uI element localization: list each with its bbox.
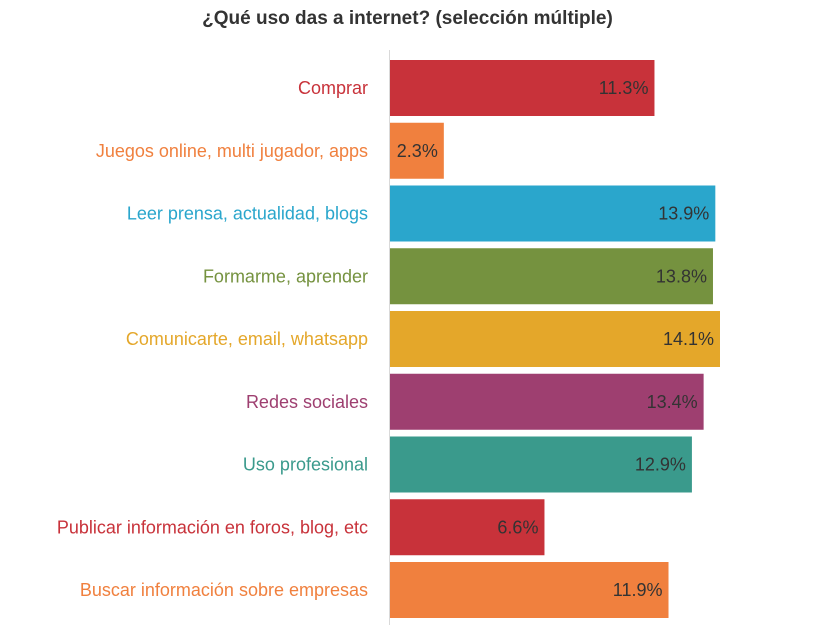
bar xyxy=(390,60,655,116)
category-label: Formarme, aprender xyxy=(203,266,368,286)
bar xyxy=(390,248,713,305)
category-label: Comunicarte, email, whatsapp xyxy=(126,329,368,349)
category-label: Redes sociales xyxy=(246,392,368,412)
value-label: 2.3% xyxy=(397,141,438,161)
value-label: 6.6% xyxy=(497,517,538,537)
value-label: 13.8% xyxy=(656,266,707,286)
category-label: Leer prensa, actualidad, blogs xyxy=(127,204,368,224)
value-label: 13.9% xyxy=(658,204,709,224)
bar xyxy=(390,185,716,242)
bar xyxy=(390,373,704,430)
category-label: Comprar xyxy=(298,78,368,98)
bars-group xyxy=(390,60,720,618)
bar xyxy=(390,122,444,179)
bar xyxy=(390,436,692,493)
labels-group: Comprar 11.3% Juegos online, multi jugador… xyxy=(57,78,714,600)
value-label: 13.4% xyxy=(647,392,698,412)
value-label: 11.3% xyxy=(599,78,649,98)
bar xyxy=(390,311,720,367)
bar xyxy=(390,562,669,618)
value-label: 11.9% xyxy=(613,580,663,600)
value-label: 12.9% xyxy=(635,455,686,475)
chart-title: ¿Qué uso das a internet? (selección múlt… xyxy=(202,8,613,29)
bar xyxy=(390,499,545,556)
value-label: 14.1% xyxy=(663,329,714,349)
category-label: Buscar información sobre empresas xyxy=(80,580,368,600)
category-label: Publicar información en foros, blog, etc xyxy=(57,517,368,537)
category-label: Juegos online, multi jugador, apps xyxy=(96,141,368,161)
category-label: Uso profesional xyxy=(243,455,368,475)
